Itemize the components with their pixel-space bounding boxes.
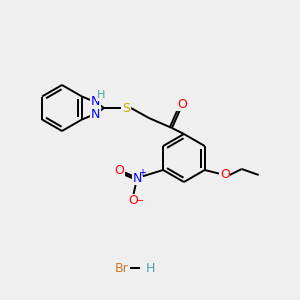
Text: H: H (145, 262, 155, 275)
Text: O: O (220, 169, 230, 182)
Text: H: H (97, 90, 105, 100)
Text: N: N (91, 108, 101, 121)
Text: Br: Br (115, 262, 129, 275)
Text: N: N (132, 172, 142, 184)
Text: O: O (177, 98, 187, 110)
Text: O: O (114, 164, 124, 178)
Text: +: + (138, 168, 146, 178)
Text: O: O (128, 194, 138, 208)
Text: −: − (136, 196, 144, 206)
Text: S: S (122, 101, 130, 115)
Text: N: N (91, 95, 101, 108)
